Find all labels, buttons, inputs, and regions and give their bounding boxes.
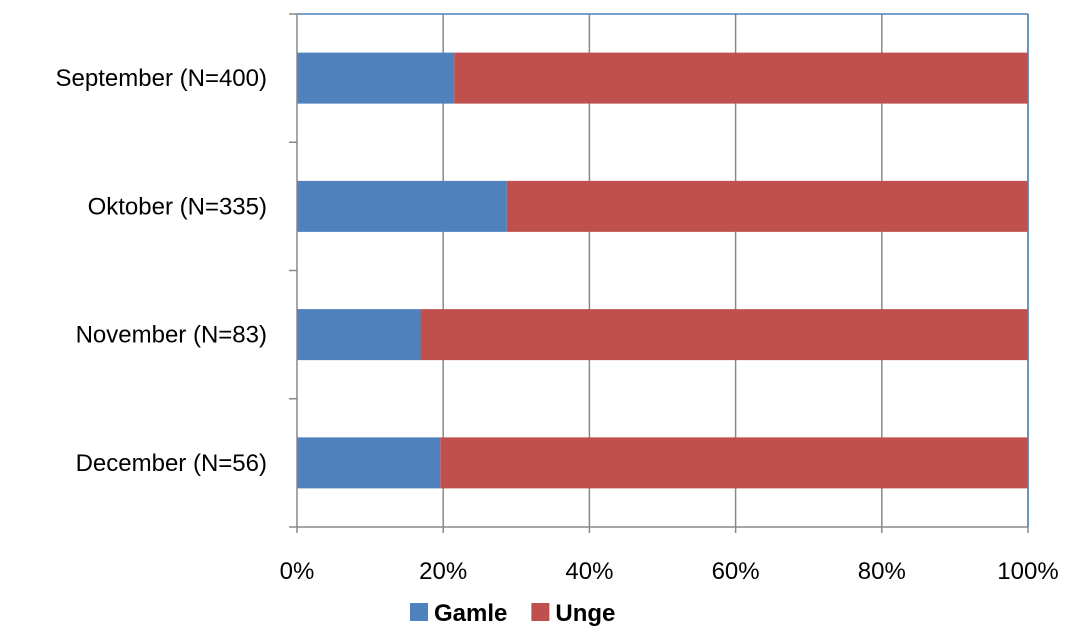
x-tick-label: 80% (858, 558, 906, 585)
legend-label-unge: Unge (555, 600, 615, 627)
bars (297, 52, 1028, 489)
category-label: November (N=83) (76, 322, 267, 349)
bar-gamle (297, 180, 507, 232)
legend-swatch-gamle (410, 603, 428, 621)
x-tick-label: 40% (565, 558, 613, 585)
labels: 0% 20% 40% 60% 80% 100% September (N=400) Oktob… (56, 65, 1059, 585)
bar-gamle (297, 309, 421, 361)
bar-unge (440, 437, 1028, 489)
legend-label-gamle: Gamle (434, 600, 507, 627)
x-tick-label: 0% (280, 558, 315, 585)
category-label: September (N=400) (56, 65, 267, 92)
bar-gamle (297, 437, 441, 489)
bar-gamle (297, 52, 455, 104)
bar-unge (506, 180, 1028, 232)
bar-unge (420, 309, 1028, 361)
axes (289, 13, 1029, 533)
category-label: Oktober (N=335) (88, 193, 267, 220)
x-tick-label: 60% (712, 558, 760, 585)
x-tick-label: 100% (997, 558, 1058, 585)
legend-swatch-unge (531, 603, 550, 621)
category-label: December (N=56) (76, 450, 267, 477)
legend: Gamle Unge (410, 600, 615, 627)
x-tick-label: 20% (419, 558, 467, 585)
bar-unge (454, 52, 1028, 104)
